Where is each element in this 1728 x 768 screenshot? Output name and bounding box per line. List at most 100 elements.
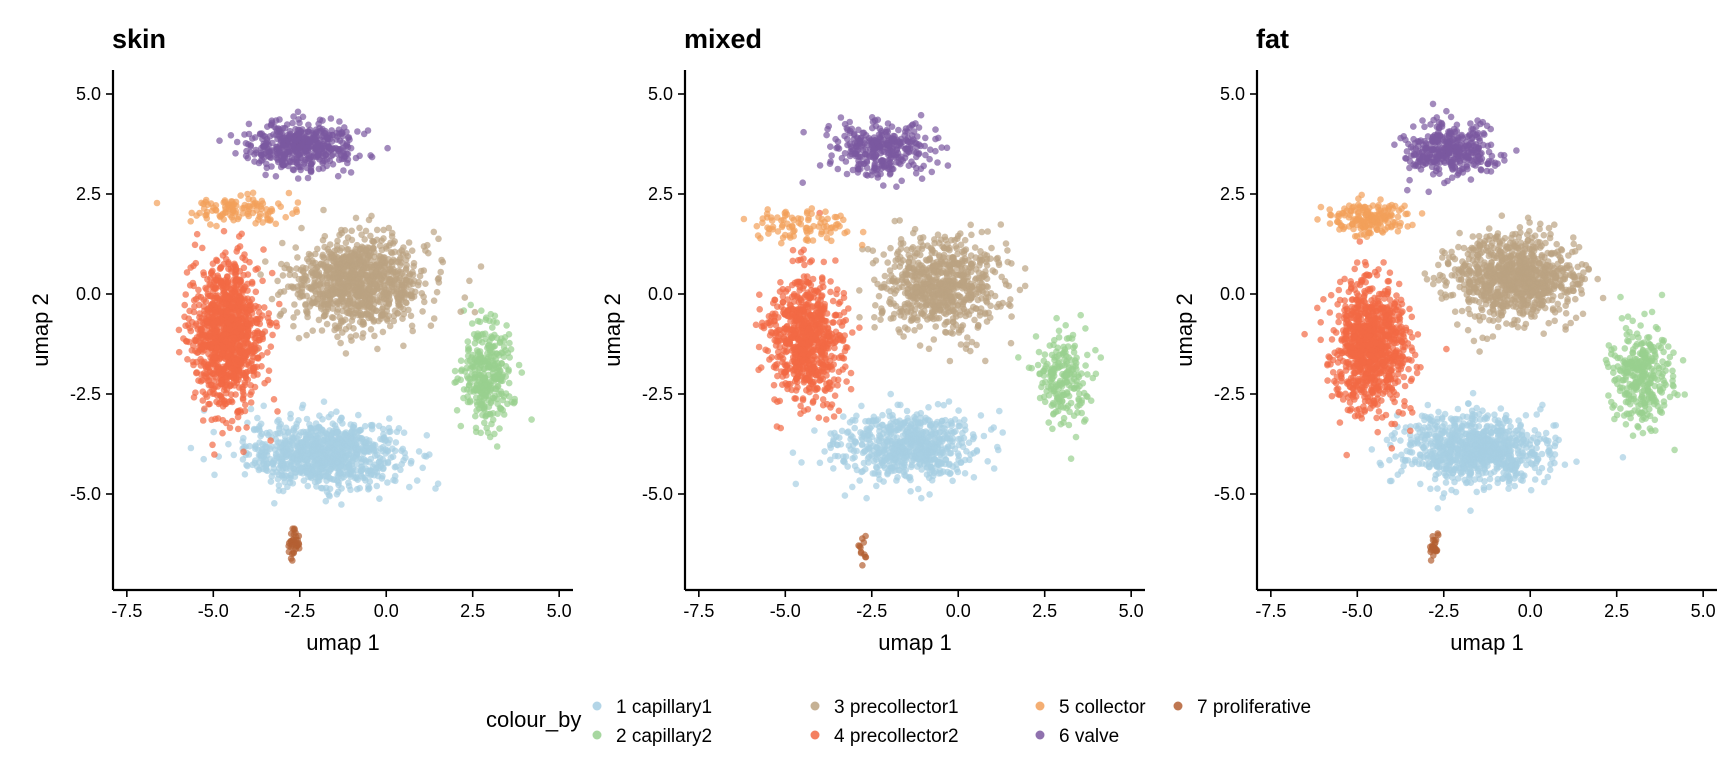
point [241, 471, 249, 478]
point [304, 482, 312, 490]
point [875, 442, 883, 450]
point [322, 497, 330, 505]
point [295, 334, 303, 342]
point [421, 452, 428, 460]
point [437, 268, 445, 276]
point [275, 200, 282, 207]
point [300, 149, 307, 156]
point [955, 407, 962, 414]
point [222, 338, 230, 345]
point [268, 295, 276, 303]
point [370, 288, 377, 296]
point [518, 369, 526, 376]
point [853, 466, 861, 474]
point [841, 492, 849, 499]
point [362, 247, 369, 254]
point [1097, 354, 1105, 361]
point [281, 264, 289, 272]
point [305, 137, 312, 145]
point [203, 318, 211, 326]
point [334, 172, 342, 180]
point [1055, 327, 1063, 335]
point [300, 477, 308, 484]
point [326, 131, 333, 139]
point [309, 327, 317, 335]
y-axis-label: umap 2 [28, 293, 53, 366]
point [348, 307, 356, 314]
point [309, 299, 316, 306]
point [408, 247, 416, 254]
y-tick-label: 0.0 [76, 284, 101, 304]
point [284, 483, 291, 491]
point [225, 440, 232, 448]
point [837, 441, 845, 448]
point [847, 432, 855, 439]
point [267, 343, 275, 351]
point [299, 113, 307, 121]
point [342, 471, 350, 478]
point [339, 129, 346, 137]
point [888, 445, 896, 452]
point [230, 374, 237, 382]
cluster-3 [253, 206, 485, 357]
point [284, 283, 292, 291]
point [217, 380, 225, 388]
point [220, 227, 228, 235]
point [338, 229, 346, 237]
point [197, 378, 205, 385]
point [319, 165, 327, 172]
point [858, 402, 865, 410]
point [181, 301, 188, 309]
point [333, 441, 340, 448]
point [987, 426, 995, 433]
point [489, 324, 496, 331]
point [435, 279, 443, 286]
point [329, 436, 337, 444]
point [477, 263, 485, 270]
point [230, 334, 238, 342]
point [1083, 392, 1090, 400]
point [980, 432, 988, 440]
point [946, 460, 953, 468]
point [264, 349, 271, 356]
point [237, 284, 245, 292]
point [475, 337, 483, 344]
point [253, 316, 260, 324]
point [294, 199, 302, 206]
point [1087, 397, 1095, 405]
point [323, 430, 330, 438]
point [990, 465, 998, 472]
point [408, 294, 416, 302]
point [302, 453, 310, 460]
point [276, 312, 284, 320]
point [422, 280, 429, 288]
point [295, 417, 302, 424]
point [305, 250, 313, 258]
point [831, 429, 838, 437]
cluster-2 [1015, 311, 1105, 463]
point [346, 256, 354, 264]
point [309, 272, 317, 279]
point [290, 166, 298, 174]
point [505, 366, 512, 374]
point [430, 297, 438, 305]
point [244, 154, 252, 162]
point [199, 417, 207, 424]
point [197, 362, 205, 369]
point [346, 285, 353, 293]
point [301, 159, 309, 166]
point [183, 269, 191, 276]
point [262, 464, 270, 472]
point [354, 476, 362, 484]
point [400, 342, 407, 350]
point [247, 399, 255, 406]
point [411, 277, 418, 285]
point [916, 450, 924, 458]
point [192, 259, 200, 267]
point [387, 239, 394, 247]
point [256, 465, 264, 472]
point [370, 317, 378, 324]
point [1077, 311, 1084, 319]
point [257, 271, 264, 278]
point [286, 475, 293, 482]
